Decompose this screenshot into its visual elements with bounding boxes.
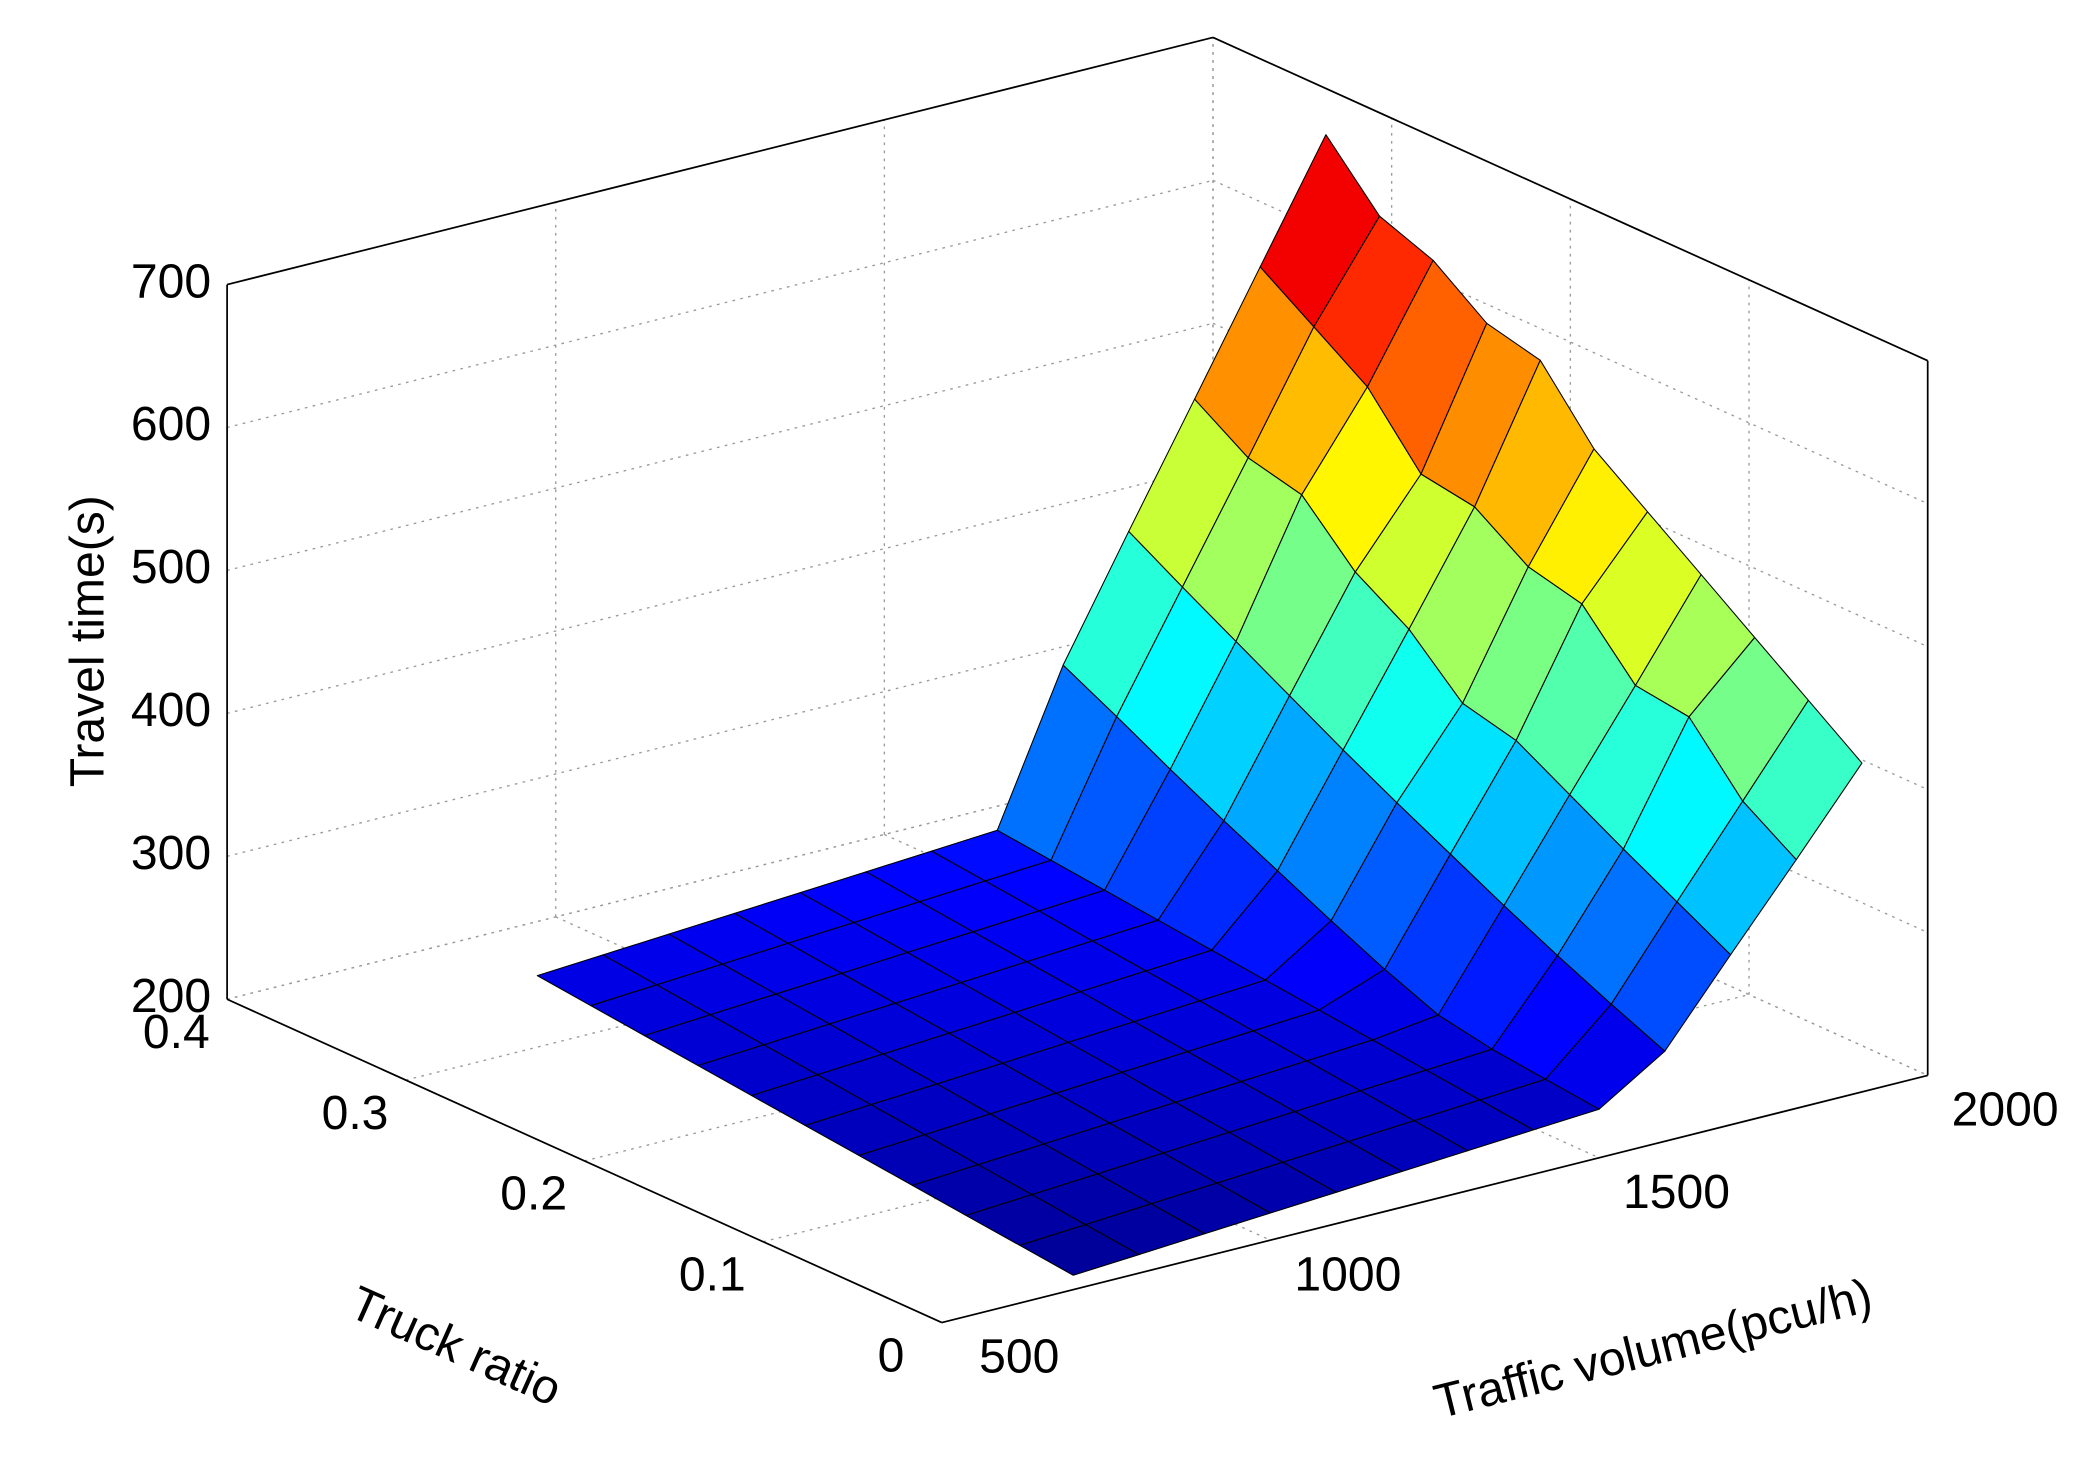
z-grid-line	[226, 465, 1214, 715]
x-tick-label: 2000	[1952, 1083, 2059, 1137]
z-tick-label: 600	[131, 397, 211, 451]
y-tick-label: 0	[878, 1328, 905, 1382]
z-tick-label: 400	[131, 683, 211, 737]
x-tick-label: 1000	[1294, 1247, 1401, 1301]
x-tick-label: 1500	[1623, 1165, 1730, 1219]
axis-line	[226, 36, 1214, 286]
z-axis-label: Travel time(s)	[61, 495, 115, 787]
y-grid-line	[226, 751, 1214, 1000]
x-tick-label: 500	[979, 1330, 1059, 1384]
y-tick-label: 0.2	[500, 1167, 567, 1221]
surface-face	[1019, 1224, 1140, 1276]
y-grid-line	[584, 913, 1571, 1162]
z-tick-label: 300	[131, 826, 211, 880]
z-tick-label: 500	[131, 540, 211, 594]
y-tick-label: 0.4	[143, 1005, 210, 1059]
x-axis-label: Traffic volume(pcu/h)	[1429, 1268, 1878, 1429]
axis-line	[941, 1074, 1928, 1324]
z-grid-line	[226, 322, 1214, 572]
z-grid-line	[226, 179, 1214, 429]
z-grid-line	[226, 608, 1214, 857]
z-tick-label: 200	[131, 969, 211, 1023]
axis-line	[1212, 36, 1929, 362]
z-tick-label: 700	[131, 254, 211, 308]
y-tick-label: 0.3	[322, 1086, 389, 1140]
y-grid-line	[762, 993, 1750, 1243]
y-grid-line	[405, 832, 1392, 1081]
y-axis-label: Truck ratio	[342, 1276, 570, 1417]
y-tick-label: 0.1	[679, 1248, 746, 1302]
axis-line	[226, 998, 943, 1324]
